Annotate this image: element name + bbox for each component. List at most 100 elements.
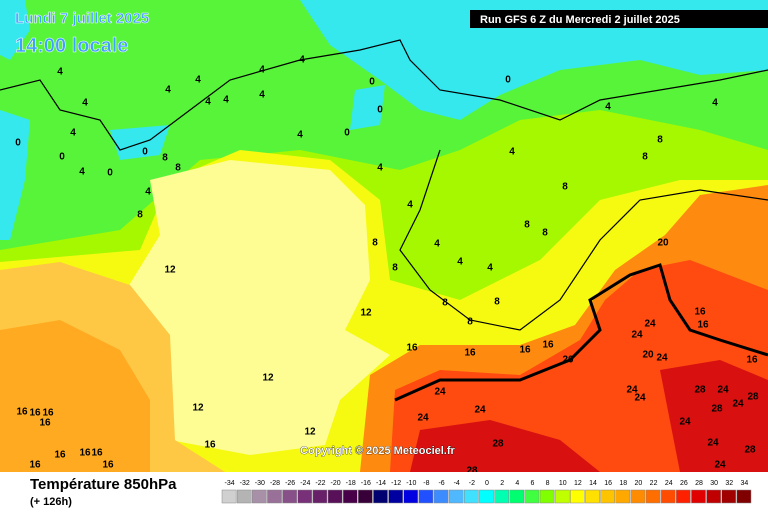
contour-label: 16: [746, 355, 758, 366]
contour-label: 16: [16, 407, 28, 418]
contour-label: 8: [137, 210, 143, 221]
legend-label: -2: [469, 480, 475, 487]
contour-label: 16: [39, 418, 51, 429]
legend-swatch: [403, 489, 419, 504]
contour-label: 8: [542, 228, 548, 239]
run-box: [470, 10, 768, 28]
contour-label: 28: [747, 392, 759, 403]
contour-label: 16: [694, 307, 706, 318]
legend-label: 4: [515, 480, 519, 487]
legend-label: -8: [423, 480, 429, 487]
legend-swatch: [706, 489, 721, 504]
contour-label: 8: [392, 263, 398, 274]
legend-label: -12: [391, 480, 401, 487]
contour-label: 28: [711, 404, 723, 415]
contour-label: 12: [192, 403, 204, 414]
legend-label: 20: [635, 480, 643, 487]
contour-label: 0: [505, 75, 511, 86]
contour-label: 0: [15, 138, 21, 149]
contour-label: 4: [259, 90, 265, 101]
contour-label: 24: [679, 417, 691, 428]
contour-label: 16: [102, 460, 114, 471]
legend-swatch: [676, 489, 691, 504]
legend-label: -32: [240, 480, 250, 487]
legend-label: -34: [225, 480, 235, 487]
contour-label: 8: [657, 135, 663, 146]
contour-label: 8: [494, 297, 500, 308]
legend-swatch: [297, 489, 313, 504]
legend-swatch: [736, 489, 752, 504]
legend-label: 12: [574, 480, 582, 487]
legend-swatch: [554, 489, 570, 504]
legend-swatch: [645, 489, 661, 504]
contour-label: 16: [697, 320, 709, 331]
legend-swatch: [433, 489, 449, 504]
contour-label: 16: [204, 440, 216, 451]
legend-label: 22: [650, 480, 658, 487]
contour-label: 16: [542, 340, 554, 351]
cold-zone: [300, 0, 768, 120]
contour-label: 12: [360, 308, 372, 319]
legend-label: -26: [285, 480, 295, 487]
legend-swatch: [585, 489, 600, 504]
contour-label: 8: [372, 238, 378, 249]
legend-swatch: [342, 489, 358, 504]
contour-label: 24: [631, 330, 643, 341]
contour-label: 4: [70, 128, 76, 139]
contour-label: 8: [562, 182, 568, 193]
legend-swatch: [418, 489, 434, 504]
legend-label: 14: [589, 480, 597, 487]
legend-label: -14: [376, 480, 386, 487]
contour-label: 4: [434, 239, 440, 250]
legend-label: 0: [485, 480, 489, 487]
contour-label: 4: [165, 85, 171, 96]
contour-label: 16: [54, 450, 66, 461]
footer-title: Température 850hPa: [30, 476, 177, 493]
legend-label: 34: [741, 480, 749, 487]
legend-swatch: [221, 489, 237, 504]
contour-label: 8: [442, 298, 448, 309]
legend-swatch: [691, 489, 706, 504]
legend-label: 30: [710, 480, 718, 487]
contour-label: 0: [142, 147, 148, 158]
contour-label: 16: [79, 448, 91, 459]
contour-label: 12: [304, 427, 316, 438]
contour-label: 8: [175, 163, 181, 174]
warm-zone-16: [0, 320, 150, 472]
legend-swatch: [721, 489, 737, 504]
legend-label: -10: [406, 480, 416, 487]
footer-lead: (+ 126h): [30, 496, 72, 508]
legend-label: 32: [725, 480, 733, 487]
contour-label: 4: [605, 102, 611, 113]
contour-label: 28: [492, 439, 504, 450]
contour-label: 4: [145, 187, 151, 198]
legend-swatch: [358, 489, 373, 504]
legend-swatch: [267, 489, 282, 504]
legend-swatch: [282, 489, 297, 504]
contour-label: 24: [714, 460, 726, 471]
legend-label: 2: [500, 480, 504, 487]
legend-swatch: [630, 489, 646, 504]
contour-label: 24: [474, 405, 486, 416]
contour-label: 8: [467, 317, 473, 328]
contour-label: 4: [195, 75, 201, 86]
legend-label: -28: [270, 480, 280, 487]
color-legend: -34 -32 -30 -28 -26 -24 -22 -20 -18 -16 -14 -12 -10-…: [221, 480, 752, 504]
contour-label: 4: [487, 263, 493, 274]
contour-label: 12: [262, 373, 274, 384]
legend-label: -6: [438, 480, 444, 487]
contour-label: 16: [29, 408, 41, 419]
contour-label: 8: [642, 152, 648, 163]
contour-label: 0: [369, 77, 375, 88]
time-label: 14:00 locale: [15, 35, 128, 57]
contour-label: 4: [223, 95, 229, 106]
contour-label: 0: [377, 105, 383, 116]
run-label: Run GFS 6 Z du Mercredi 2 juillet 2025: [480, 14, 680, 26]
contour-label: 4: [299, 55, 305, 66]
legend-swatch: [373, 489, 388, 504]
date-label: Lundi 7 juillet 2025: [15, 10, 149, 27]
contour-label: 0: [59, 152, 65, 163]
legend-swatch: [448, 489, 464, 504]
legend-swatch: [494, 489, 509, 504]
